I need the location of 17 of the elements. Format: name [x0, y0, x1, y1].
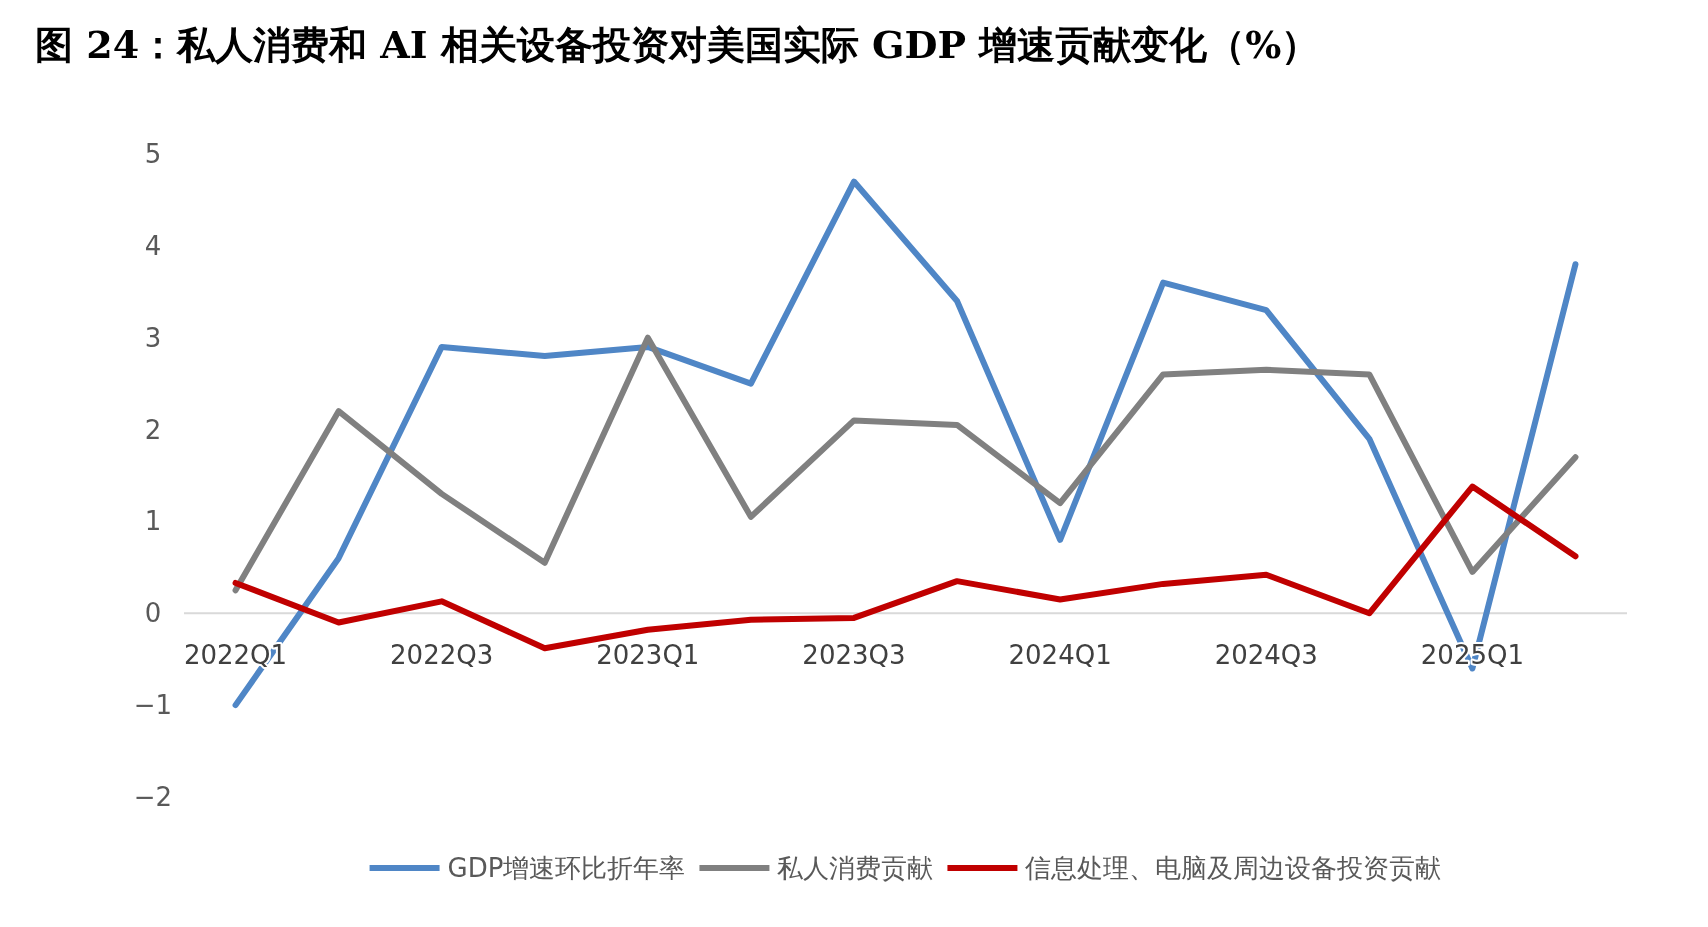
legend-label: 私人消费贡献 [777, 853, 934, 883]
y-tick-label: 0 [144, 598, 162, 629]
y-tick-label: 1 [144, 506, 162, 537]
y-tick-label: −1 [133, 690, 173, 721]
y-tick-label: 3 [144, 322, 162, 353]
chart-title: 图 24：私人消费和 AI 相关设备投资对美国实际 GDP 增速贡献变化（%） [35, 22, 1320, 67]
y-tick-label: 5 [144, 139, 162, 169]
x-tick-label: 2024Q1 [1008, 640, 1112, 671]
x-tick-label: 2023Q1 [596, 640, 700, 671]
legend-label: GDP增速环比折年率 [447, 853, 686, 883]
y-tick-label: 4 [144, 230, 162, 261]
x-tick-label: 2023Q3 [802, 640, 906, 671]
y-tick-label: −2 [133, 782, 173, 812]
y-tick-label: 2 [144, 414, 162, 445]
legend-label: 信息处理、电脑及周边设备投资贡献 [1025, 853, 1442, 883]
x-tick-label: 2022Q3 [390, 640, 494, 671]
x-tick-label: 2024Q3 [1214, 640, 1318, 671]
